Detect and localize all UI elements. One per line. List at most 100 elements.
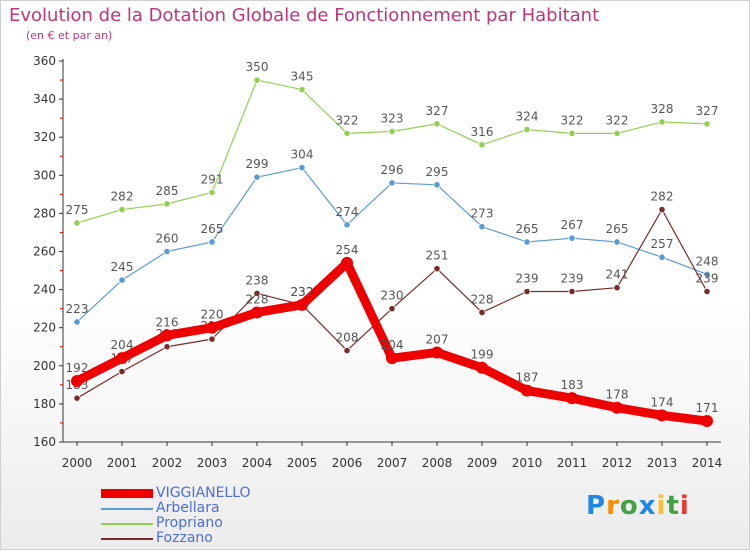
- data-point-fozzano: [163, 343, 171, 351]
- data-label-arbellara: 260: [156, 232, 179, 246]
- x-tick-label: 2001: [107, 456, 138, 470]
- data-label-propriano: 323: [381, 111, 404, 125]
- data-label-propriano: 328: [651, 102, 674, 116]
- data-label-fozzano: 228: [471, 292, 494, 306]
- data-point-propriano: [613, 129, 621, 137]
- data-point-fozzano: [388, 305, 396, 313]
- data-point-arbellara: [658, 253, 666, 261]
- data-label-propriano: 350: [246, 60, 269, 74]
- data-label-arbellara: 245: [111, 260, 134, 274]
- data-point-fozzano: [343, 346, 351, 355]
- data-point-viggianello: [71, 375, 83, 388]
- chart-title: Evolution de la Dotation Globale de Fonc…: [9, 5, 600, 26]
- y-tick-label: 220: [33, 321, 56, 335]
- data-point-fozzano: [118, 367, 126, 376]
- data-label-arbellara: 248: [696, 254, 719, 268]
- legend-item-fozzano: Fozzano: [101, 530, 301, 546]
- logo-letter: P: [586, 491, 607, 521]
- data-label-propriano: 345: [291, 70, 314, 84]
- y-tick-label: 180: [33, 397, 56, 411]
- data-label-propriano: 322: [561, 113, 584, 127]
- data-point-arbellara: [703, 270, 711, 278]
- data-label-propriano: 327: [696, 104, 719, 118]
- data-label-propriano: 275: [66, 203, 89, 217]
- legend-label: Arbellara: [156, 500, 220, 516]
- data-point-propriano: [523, 125, 531, 134]
- data-label-viggianello: 204: [111, 338, 134, 352]
- data-point-viggianello: [611, 401, 623, 414]
- data-label-viggianello: 232: [291, 285, 314, 299]
- data-label-propriano: 285: [156, 184, 179, 198]
- data-point-propriano: [73, 219, 81, 227]
- data-point-propriano: [658, 118, 666, 126]
- data-label-viggianello: 228: [246, 292, 269, 306]
- legend-item-arbellara: Arbellara: [101, 500, 301, 516]
- data-point-propriano: [703, 120, 711, 128]
- data-point-fozzano: [523, 287, 531, 296]
- data-point-fozzano: [568, 287, 576, 296]
- data-point-propriano: [253, 76, 261, 84]
- data-point-arbellara: [388, 179, 396, 187]
- x-tick-label: 2000: [62, 456, 93, 470]
- x-tick-label: 2003: [197, 456, 228, 470]
- data-point-fozzano: [703, 287, 711, 296]
- series-line-propriano: [76, 79, 708, 224]
- data-label-viggianello: 254: [336, 243, 359, 257]
- data-label-fozzano: 241: [606, 268, 629, 282]
- data-label-propriano: 322: [336, 113, 359, 127]
- data-point-propriano: [388, 127, 396, 136]
- data-label-arbellara: 273: [471, 207, 494, 221]
- data-label-arbellara: 265: [606, 222, 629, 236]
- data-label-fozzano: 239: [696, 272, 719, 286]
- data-point-viggianello: [701, 415, 713, 428]
- legend-swatch: [101, 538, 153, 540]
- legend-swatch: [101, 523, 153, 525]
- data-point-fozzano: [613, 284, 621, 292]
- data-label-viggianello: 199: [471, 348, 494, 362]
- proxiti-logo: Proxiti: [586, 491, 690, 521]
- data-label-viggianello: 220: [201, 308, 224, 322]
- legend-label: Fozzano: [156, 530, 213, 546]
- data-label-arbellara: 267: [561, 218, 584, 232]
- data-point-viggianello: [521, 384, 533, 397]
- data-point-viggianello: [206, 321, 218, 334]
- data-point-viggianello: [296, 298, 308, 311]
- data-label-fozzano: 230: [381, 289, 404, 303]
- data-point-viggianello: [566, 392, 578, 405]
- data-label-arbellara: 296: [381, 163, 404, 177]
- data-label-propriano: 324: [516, 110, 539, 124]
- data-point-arbellara: [343, 221, 351, 229]
- data-label-arbellara: 223: [66, 302, 89, 316]
- data-point-viggianello: [116, 352, 128, 365]
- data-label-propriano: 316: [471, 125, 494, 139]
- data-point-viggianello: [251, 306, 263, 319]
- y-tick-label: 340: [33, 92, 56, 106]
- x-tick-label: 2014: [692, 456, 723, 470]
- data-point-arbellara: [253, 173, 261, 181]
- data-point-arbellara: [613, 238, 621, 246]
- data-label-arbellara: 257: [651, 237, 674, 251]
- y-tick-label: 240: [33, 283, 56, 297]
- data-point-arbellara: [163, 247, 171, 256]
- data-label-fozzano: 238: [246, 273, 269, 287]
- data-point-propriano: [163, 200, 171, 208]
- x-tick-label: 2008: [422, 456, 453, 470]
- y-tick-label: 200: [33, 359, 56, 373]
- data-label-viggianello: 183: [561, 378, 584, 392]
- data-point-arbellara: [433, 181, 441, 189]
- data-label-viggianello: 187: [516, 371, 539, 385]
- data-point-propriano: [433, 120, 441, 128]
- data-point-viggianello: [656, 409, 668, 422]
- data-point-arbellara: [298, 164, 306, 172]
- data-label-viggianello: 207: [426, 332, 449, 346]
- legend: VIGGIANELLO Arbellara Propriano Fozzano: [101, 485, 301, 546]
- data-point-arbellara: [478, 223, 486, 231]
- data-point-fozzano: [73, 394, 81, 402]
- data-label-viggianello: 216: [156, 315, 179, 329]
- data-label-arbellara: 265: [516, 222, 539, 236]
- x-tick-label: 2010: [512, 456, 543, 470]
- logo-letter: i: [656, 491, 667, 521]
- data-point-arbellara: [523, 238, 531, 246]
